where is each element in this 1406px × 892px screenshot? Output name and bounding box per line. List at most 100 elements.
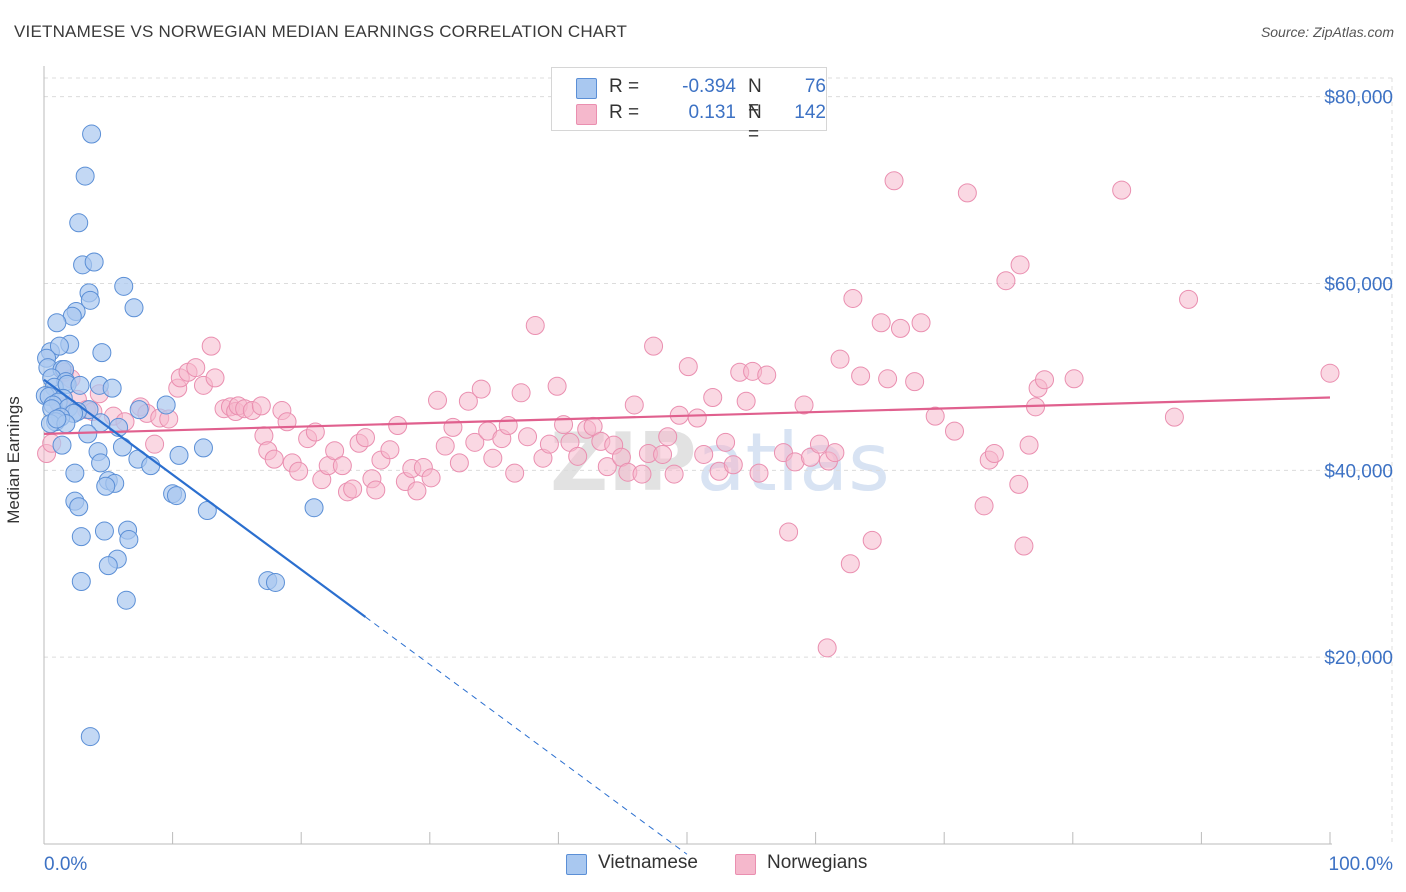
vietnamese-point — [75, 166, 95, 186]
legend-r-label: R = — [609, 76, 640, 97]
y-axis-label: Median Earnings — [4, 396, 23, 524]
norwegian-point — [890, 318, 910, 338]
norwegian-point — [884, 171, 904, 191]
vietnamese-point — [71, 572, 91, 592]
norwegian-point — [911, 313, 931, 333]
norwegian-point — [539, 434, 559, 454]
vietnamese-point — [69, 213, 89, 233]
norwegian-point — [471, 379, 491, 399]
bottom-legend-label: Norwegians — [767, 852, 868, 873]
norwegian-point — [1112, 180, 1132, 200]
norwegian-point — [1019, 435, 1039, 455]
vietnamese-point — [92, 343, 112, 363]
norwegian-point — [749, 463, 769, 483]
vietnamese-point — [49, 336, 69, 356]
norwegian-point — [356, 428, 375, 448]
norwegian-point — [817, 638, 837, 658]
vietnamese-trend-line — [43, 378, 367, 618]
norwegian-point — [871, 313, 891, 333]
legend-r-value: -0.394 — [682, 76, 736, 97]
norwegian-point — [1179, 289, 1199, 309]
norwegian-point — [264, 449, 284, 469]
norwegian-point — [905, 372, 925, 392]
norwegian-point — [664, 464, 684, 484]
vietnamese-point — [65, 463, 85, 483]
y-tick-label: $20,000 — [1324, 648, 1393, 669]
vietnamese-point — [156, 395, 176, 415]
tick-labels: $20,000 $40,000 $60,000 $80,000 0.0% 100.0% — [44, 88, 1393, 875]
vietnamese-point — [102, 378, 122, 398]
norwegian-point — [597, 457, 617, 477]
vietnamese-point — [94, 521, 114, 541]
norwegian-point — [547, 376, 567, 396]
source-label: Source: ZipAtlas.com — [1260, 24, 1394, 40]
norwegian-point — [289, 461, 309, 481]
vietnamese-point — [84, 252, 104, 272]
y-tick-label: $40,000 — [1324, 461, 1393, 482]
norwegian-point — [332, 456, 352, 476]
vietnamese-point — [69, 497, 89, 517]
vietnamese-point — [71, 527, 91, 547]
vietnamese-point — [116, 590, 136, 610]
vietnamese-point — [80, 727, 100, 747]
norwegian-point — [800, 447, 820, 467]
vietnamese-point — [98, 556, 118, 576]
norwegian-point — [428, 390, 448, 410]
x-tick-label: 0.0% — [44, 854, 87, 875]
vietnamese-point — [265, 572, 285, 592]
norwegian-point — [388, 416, 408, 436]
trend-lines — [43, 378, 1331, 855]
vietnamese-point — [91, 453, 111, 473]
vietnamese-point — [70, 375, 90, 395]
norwegian-point — [736, 391, 756, 411]
legend-r-label: R = — [609, 102, 640, 123]
norwegian-point — [1064, 369, 1084, 389]
norwegian-point — [366, 480, 386, 500]
vietnamese-trend-extension — [365, 616, 688, 855]
vietnamese-point — [47, 313, 67, 333]
norwegian-point — [678, 357, 698, 377]
vietnamese-swatch — [576, 78, 597, 99]
norwegian-point — [687, 408, 707, 428]
norwegian-point — [694, 444, 714, 464]
vietnamese-point — [129, 400, 149, 420]
legend-n-value: 76 — [804, 76, 826, 97]
norwegian-point — [525, 316, 545, 336]
norwegian-points — [37, 171, 1340, 658]
norwegian-point — [435, 436, 455, 456]
norwegian-point — [380, 440, 400, 460]
vietnamese-point — [124, 298, 144, 318]
norwegian-point — [483, 448, 503, 468]
norwegian-point — [974, 496, 994, 516]
norwegian-point — [505, 463, 525, 483]
legend-r-value: 0.131 — [688, 102, 736, 123]
vietnamese-point — [80, 290, 100, 310]
norwegian-point — [511, 383, 531, 403]
norwegian-point — [632, 464, 652, 484]
norwegian-point — [624, 395, 644, 415]
norwegian-point — [498, 416, 518, 436]
norwegian-point — [840, 554, 860, 574]
norwegian-point — [325, 441, 345, 461]
vietnamese-point — [82, 124, 102, 144]
norwegian-point — [205, 368, 225, 388]
vietnamese-point — [96, 476, 116, 496]
norwegian-point — [996, 271, 1016, 291]
y-tick-label: $60,000 — [1324, 275, 1393, 296]
vietnamese-swatch — [566, 854, 587, 875]
norwegian-point — [957, 183, 977, 203]
legend-n-label: N = — [748, 102, 762, 145]
norwegian-point — [925, 406, 945, 426]
norwegian-point — [716, 432, 736, 452]
norwegian-point — [984, 444, 1004, 464]
norwegian-point — [518, 427, 538, 447]
norwegian-point — [757, 365, 777, 385]
norwegian-point — [1320, 363, 1340, 383]
vietnamese-point — [166, 486, 186, 506]
norwegian-point — [851, 366, 871, 386]
norwegian-point — [343, 479, 363, 499]
norwegian-swatch — [576, 104, 597, 125]
norwegian-point — [825, 443, 845, 463]
norwegian-point — [644, 336, 664, 356]
